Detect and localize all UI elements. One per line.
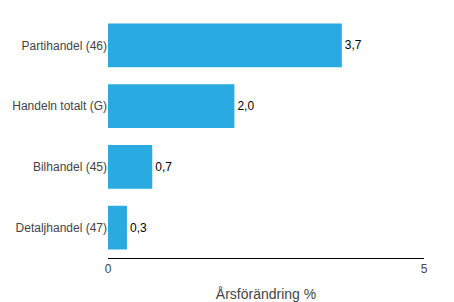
- svg-text:2,0: 2,0: [237, 99, 254, 113]
- svg-text:3,7: 3,7: [345, 38, 362, 52]
- svg-text:0: 0: [105, 262, 112, 276]
- svg-text:Detaljhandel (47): Detaljhandel (47): [16, 221, 107, 235]
- svg-text:Handeln totalt (G): Handeln totalt (G): [12, 99, 107, 113]
- svg-text:5: 5: [421, 262, 428, 276]
- svg-text:Årsförändring %: Årsförändring %: [216, 286, 316, 302]
- svg-text:Partihandel (46): Partihandel (46): [22, 39, 107, 53]
- svg-text:0,3: 0,3: [130, 221, 147, 235]
- svg-text:Bilhandel (45): Bilhandel (45): [33, 160, 107, 174]
- svg-text:0,7: 0,7: [155, 160, 172, 174]
